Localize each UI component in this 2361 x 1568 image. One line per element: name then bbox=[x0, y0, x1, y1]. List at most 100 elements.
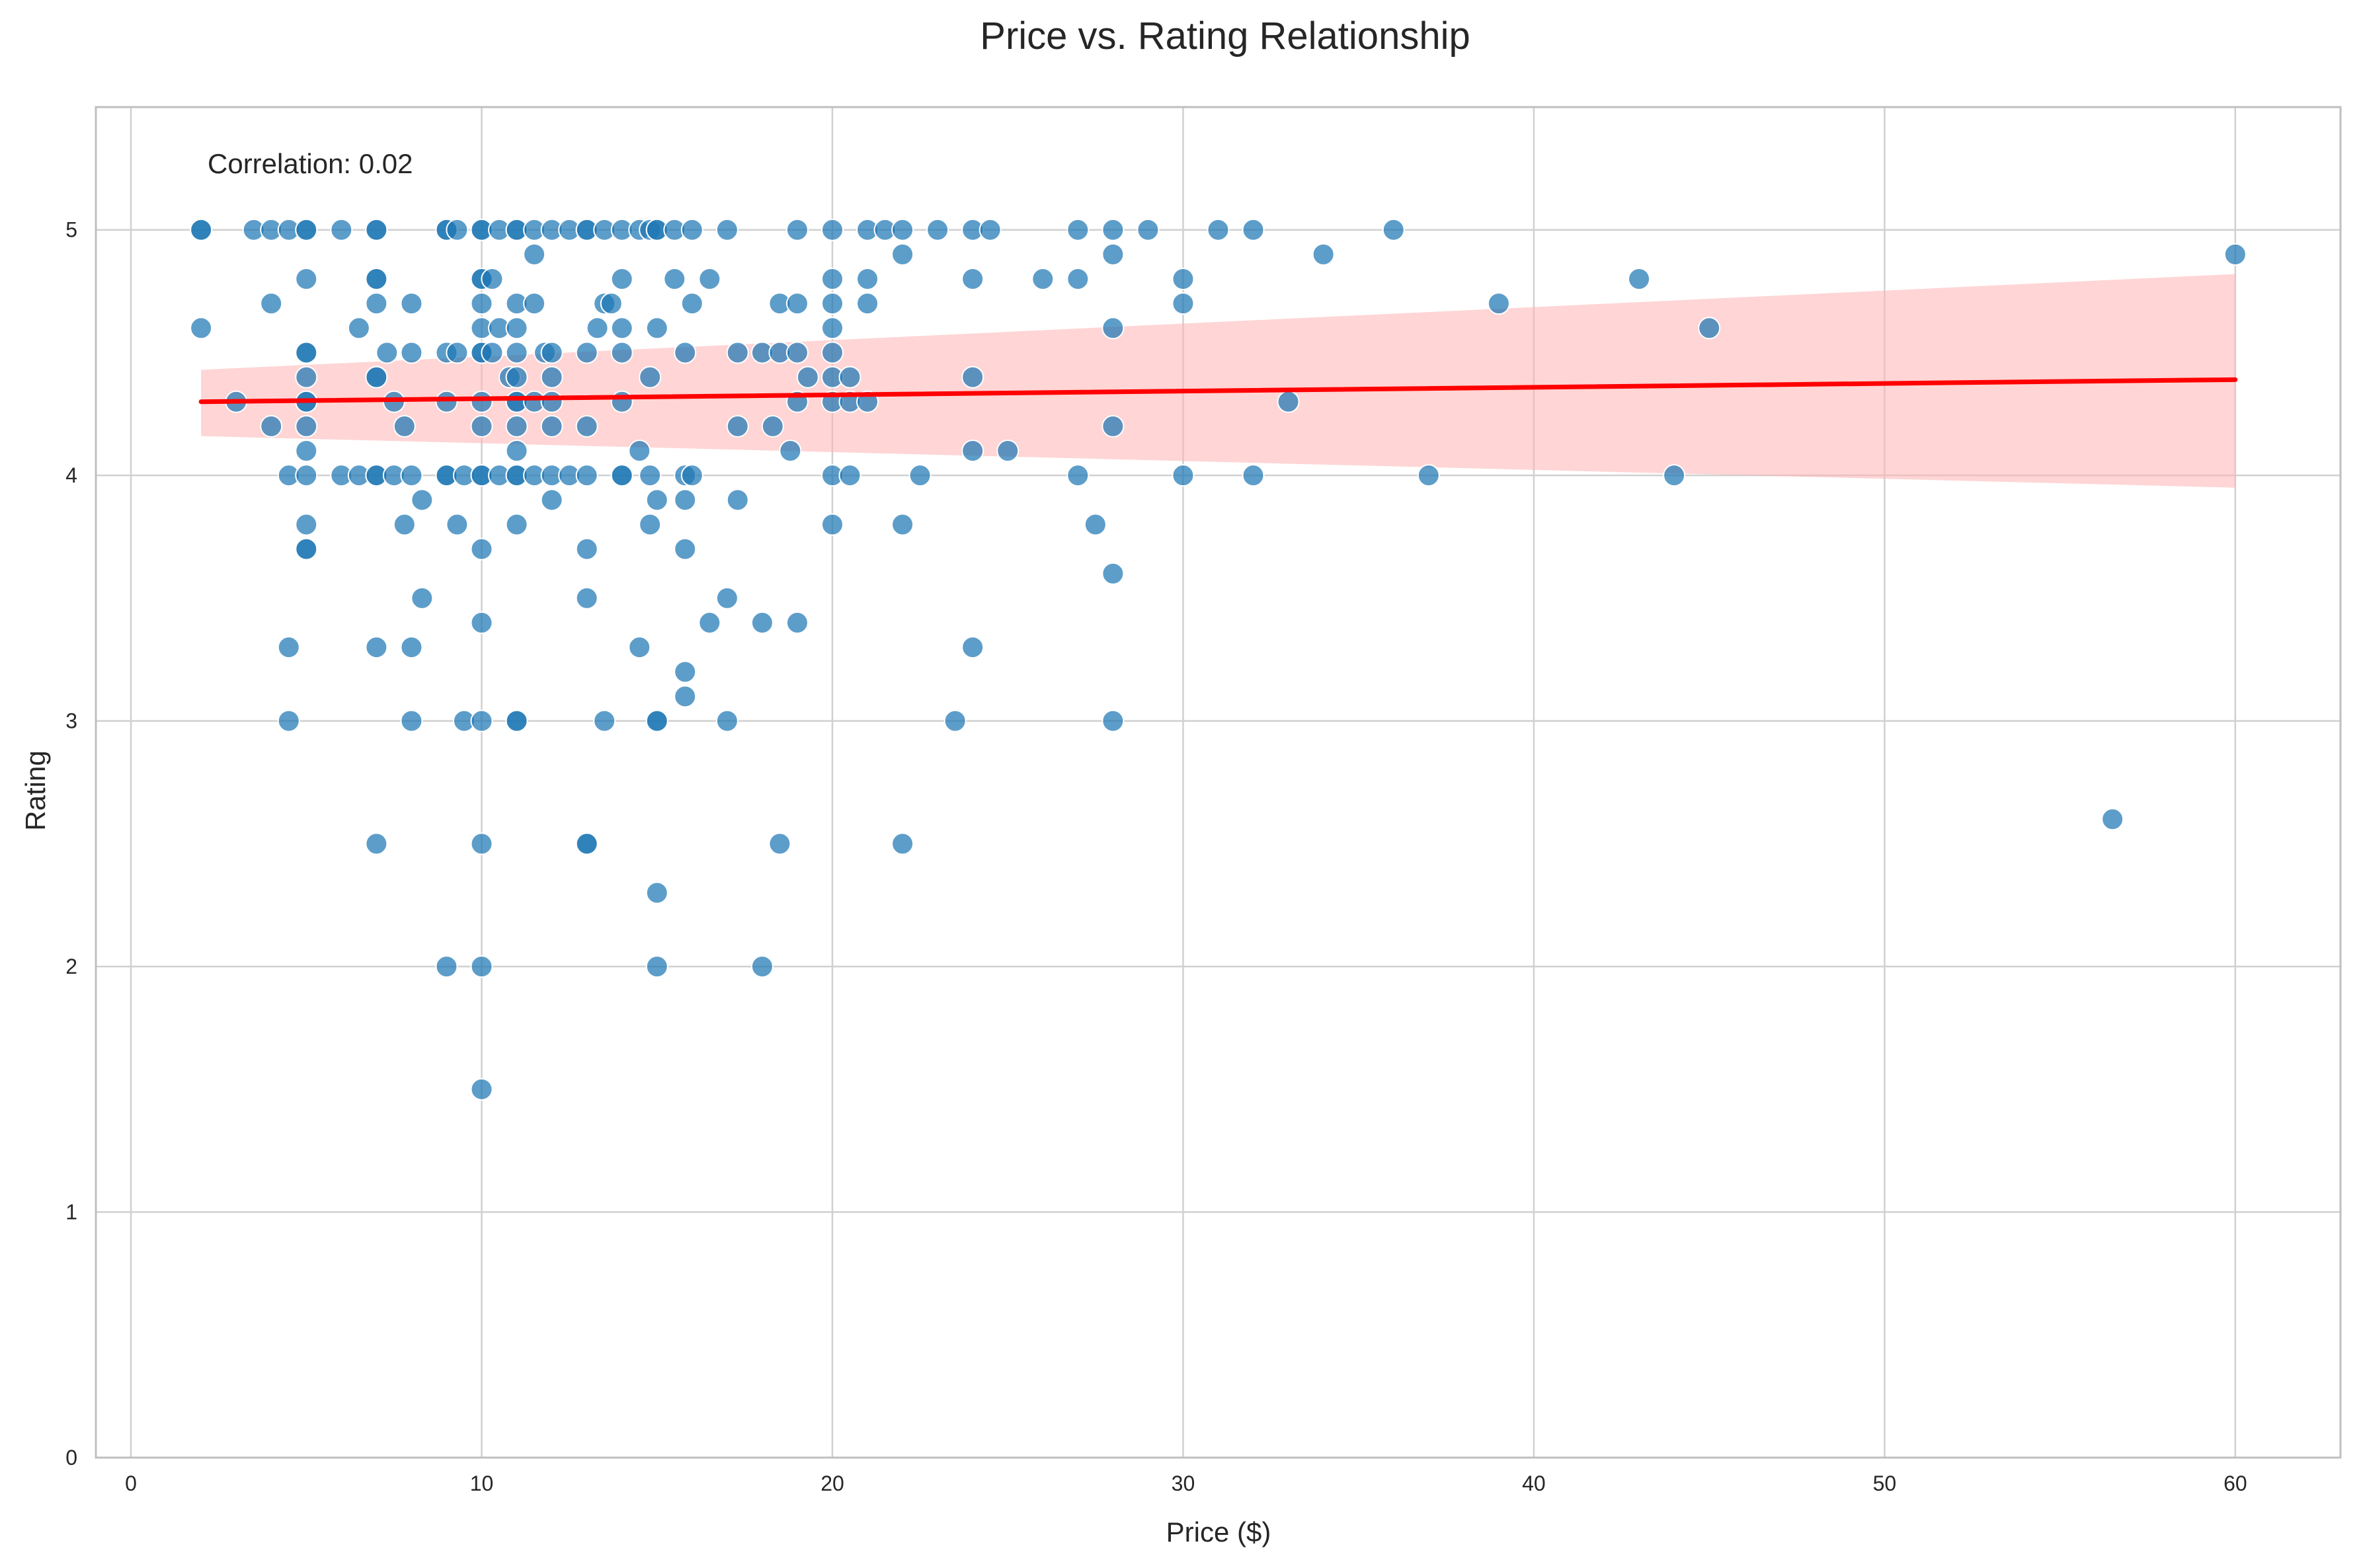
data-point bbox=[1207, 218, 1230, 241]
data-point bbox=[663, 268, 686, 291]
data-point bbox=[435, 955, 458, 978]
data-point bbox=[446, 218, 469, 241]
data-point bbox=[523, 292, 546, 315]
data-point bbox=[376, 341, 399, 364]
data-point bbox=[961, 636, 984, 659]
data-point bbox=[365, 366, 388, 389]
data-point bbox=[726, 341, 749, 364]
data-point bbox=[575, 464, 598, 487]
data-point bbox=[680, 464, 703, 487]
data-point bbox=[750, 955, 774, 978]
data-point bbox=[891, 513, 914, 536]
data-point bbox=[1698, 317, 1721, 340]
data-point bbox=[1101, 317, 1125, 340]
data-point bbox=[540, 341, 563, 364]
data-point bbox=[645, 317, 668, 340]
data-point bbox=[540, 390, 563, 413]
data-point bbox=[295, 513, 318, 536]
y-tick-label: 3 bbox=[65, 709, 77, 733]
data-point bbox=[761, 414, 784, 438]
data-point bbox=[891, 243, 914, 266]
data-point bbox=[645, 709, 668, 732]
data-point bbox=[639, 464, 662, 487]
data-point bbox=[1628, 268, 1651, 291]
data-point bbox=[779, 440, 802, 463]
data-point bbox=[470, 832, 493, 855]
data-point bbox=[715, 218, 739, 241]
y-tick-label: 2 bbox=[65, 955, 77, 978]
data-point bbox=[820, 341, 844, 364]
data-point bbox=[961, 366, 984, 389]
data-point bbox=[1172, 268, 1195, 291]
data-point bbox=[838, 366, 861, 389]
data-point bbox=[365, 268, 388, 291]
data-point bbox=[400, 709, 423, 732]
data-point bbox=[411, 586, 434, 609]
data-point bbox=[961, 268, 984, 291]
data-point bbox=[1487, 292, 1510, 315]
data-point bbox=[1172, 292, 1195, 315]
data-point bbox=[785, 341, 809, 364]
data-point bbox=[446, 513, 469, 536]
data-point bbox=[347, 317, 370, 340]
data-point bbox=[400, 464, 423, 487]
data-point bbox=[295, 341, 318, 364]
data-point bbox=[820, 268, 844, 291]
data-point bbox=[1101, 709, 1125, 732]
data-point bbox=[785, 611, 809, 635]
x-tick-label: 40 bbox=[1522, 1471, 1546, 1495]
data-point bbox=[540, 366, 563, 389]
data-point bbox=[295, 537, 318, 561]
data-point bbox=[505, 317, 528, 340]
data-point bbox=[856, 292, 879, 315]
data-point bbox=[768, 832, 791, 855]
data-point bbox=[393, 513, 416, 536]
data-point bbox=[295, 414, 318, 438]
data-point bbox=[295, 366, 318, 389]
data-point bbox=[365, 218, 388, 241]
data-point bbox=[610, 317, 633, 340]
data-point bbox=[1101, 218, 1125, 241]
regression-line bbox=[198, 377, 2238, 405]
confidence-band-layer bbox=[201, 274, 2235, 488]
data-point bbox=[1242, 218, 1265, 241]
data-point bbox=[190, 218, 213, 241]
data-point bbox=[674, 685, 697, 708]
data-point bbox=[610, 464, 633, 487]
data-point bbox=[610, 341, 633, 364]
data-point bbox=[943, 709, 967, 732]
data-point bbox=[715, 709, 739, 732]
data-point bbox=[540, 414, 563, 438]
data-point bbox=[1066, 464, 1090, 487]
data-point bbox=[674, 660, 697, 684]
data-point bbox=[796, 366, 819, 389]
x-tick-label: 50 bbox=[1873, 1471, 1897, 1495]
x-tick-label: 30 bbox=[1172, 1471, 1195, 1495]
y-tick-label: 5 bbox=[65, 218, 77, 242]
data-point bbox=[1101, 414, 1125, 438]
data-point bbox=[505, 414, 528, 438]
data-point bbox=[575, 832, 598, 855]
data-point bbox=[750, 611, 774, 635]
data-point bbox=[1663, 464, 1686, 487]
data-point bbox=[1277, 390, 1300, 413]
data-point bbox=[295, 218, 318, 241]
data-point bbox=[1084, 513, 1107, 536]
data-point bbox=[505, 709, 528, 732]
data-point bbox=[470, 955, 493, 978]
data-point bbox=[505, 440, 528, 463]
data-point bbox=[400, 292, 423, 315]
data-point bbox=[260, 414, 283, 438]
data-point bbox=[190, 317, 213, 340]
data-point bbox=[639, 366, 662, 389]
data-point bbox=[726, 489, 749, 512]
data-point bbox=[365, 636, 388, 659]
data-point bbox=[908, 464, 932, 487]
data-point bbox=[820, 317, 844, 340]
data-point bbox=[698, 268, 721, 291]
data-point bbox=[1101, 562, 1125, 585]
data-point bbox=[645, 955, 668, 978]
